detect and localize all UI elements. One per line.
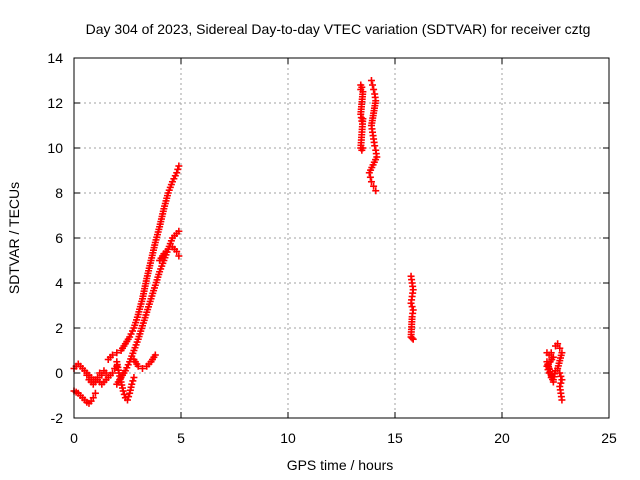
chart-title: Day 304 of 2023, Sidereal Day-to-day VTE… bbox=[86, 21, 591, 37]
data-point bbox=[367, 77, 375, 84]
data-point-interp bbox=[125, 393, 133, 401]
data-point bbox=[558, 396, 566, 404]
y-tick-label: 6 bbox=[55, 230, 63, 246]
data-point bbox=[128, 380, 136, 388]
data-point bbox=[173, 169, 181, 177]
data-point bbox=[556, 369, 564, 377]
data-point bbox=[545, 365, 553, 372]
data-point-interp bbox=[557, 379, 565, 387]
x-tick-label: 20 bbox=[494, 430, 510, 446]
data-point bbox=[102, 369, 110, 377]
y-tick-label: 10 bbox=[47, 140, 63, 156]
data-point bbox=[554, 340, 562, 348]
x-tick-label: 5 bbox=[177, 430, 185, 446]
y-tick-label: 0 bbox=[55, 365, 63, 381]
data-point bbox=[109, 351, 117, 359]
data-point bbox=[138, 365, 146, 372]
data-point bbox=[556, 344, 564, 352]
x-tick-label: 25 bbox=[601, 430, 617, 446]
data-point bbox=[164, 245, 172, 253]
data-point bbox=[175, 252, 183, 260]
data-point bbox=[558, 376, 566, 384]
data-point bbox=[124, 396, 131, 404]
data-point bbox=[83, 371, 91, 379]
data-point bbox=[175, 227, 183, 235]
data-point bbox=[370, 86, 378, 93]
data-point bbox=[358, 83, 366, 91]
data-point bbox=[102, 376, 110, 384]
plot-frame bbox=[73, 57, 610, 419]
data-point bbox=[372, 187, 380, 195]
data-point bbox=[173, 248, 181, 255]
data-point bbox=[89, 394, 97, 402]
data-point bbox=[119, 387, 127, 395]
data-point-interp bbox=[544, 361, 552, 369]
data-point bbox=[359, 144, 367, 152]
data-point bbox=[371, 142, 379, 150]
data-point bbox=[365, 169, 373, 177]
y-tick-label: 4 bbox=[55, 275, 63, 291]
data-points bbox=[70, 77, 566, 407]
data-point bbox=[91, 389, 99, 397]
data-point bbox=[113, 349, 121, 357]
data-point bbox=[554, 365, 562, 372]
data-point-interp bbox=[408, 303, 416, 311]
x-tick-label: 10 bbox=[280, 430, 296, 446]
x-axis-label: GPS time / hours bbox=[287, 457, 394, 473]
data-point bbox=[175, 162, 183, 170]
data-point-interp bbox=[557, 372, 565, 380]
data-point bbox=[134, 362, 142, 370]
data-point bbox=[367, 178, 375, 186]
y-tick-label: 8 bbox=[55, 185, 63, 201]
data-point bbox=[370, 182, 378, 190]
data-point-interp bbox=[546, 368, 554, 376]
y-tick-label: -2 bbox=[51, 410, 64, 426]
data-point bbox=[366, 173, 374, 181]
data-point-interp bbox=[174, 165, 182, 173]
x-tick-label: 0 bbox=[70, 430, 78, 446]
data-point bbox=[407, 299, 415, 307]
data-point bbox=[547, 349, 555, 357]
data-point bbox=[98, 371, 106, 379]
data-point bbox=[151, 351, 159, 359]
data-point-interp bbox=[129, 377, 137, 385]
data-point bbox=[369, 81, 377, 89]
grid-lines bbox=[74, 58, 609, 418]
data-point bbox=[130, 374, 138, 381]
y-axis-label: SDTVAR / TECUs bbox=[6, 182, 22, 294]
x-tick-label: 15 bbox=[387, 430, 403, 446]
y-tick-label: 2 bbox=[55, 320, 63, 336]
data-point bbox=[543, 358, 551, 366]
data-point bbox=[408, 334, 416, 342]
y-tick-label: 14 bbox=[47, 50, 63, 66]
data-point bbox=[409, 335, 417, 343]
data-point-interp bbox=[120, 390, 128, 398]
y-tick-label: 12 bbox=[47, 95, 63, 111]
data-point bbox=[109, 369, 117, 377]
